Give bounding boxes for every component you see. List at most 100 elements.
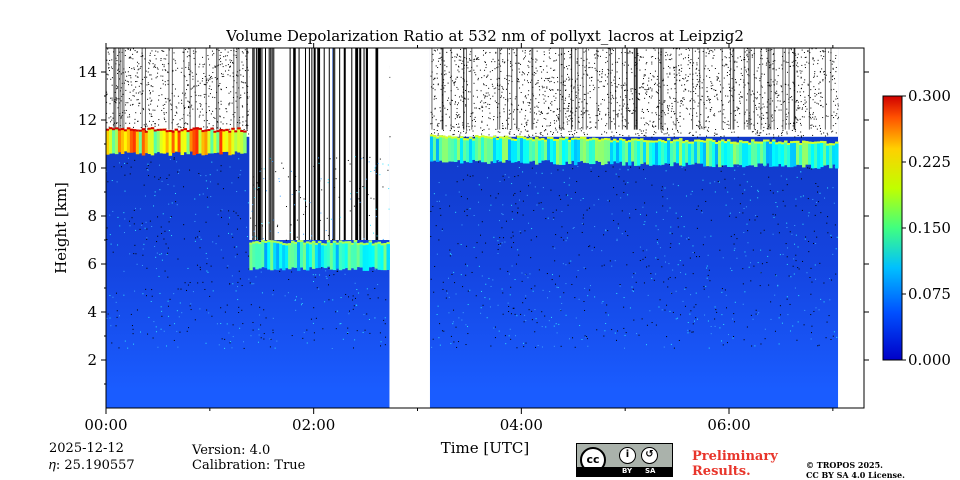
noise-dot xyxy=(560,64,562,66)
noise-dot xyxy=(454,103,456,105)
speckle-dot xyxy=(794,225,796,227)
noise-dot xyxy=(747,123,749,125)
obscured-streak xyxy=(289,48,291,240)
noise-dot xyxy=(755,133,757,135)
speckle-dot xyxy=(493,236,495,238)
speckle-dot xyxy=(503,237,505,239)
speckle-dot xyxy=(161,253,163,255)
noise-dot xyxy=(551,76,553,78)
speckle-dot xyxy=(490,345,492,347)
speckle-dot xyxy=(107,181,109,183)
noise-dot xyxy=(558,119,560,121)
speckle-dot xyxy=(453,341,455,343)
noise-dot xyxy=(709,110,711,112)
noise-dot xyxy=(806,61,808,63)
noise-dot xyxy=(761,86,763,88)
speckle-dot xyxy=(220,323,222,325)
noise-dot xyxy=(508,132,510,134)
noise-dot xyxy=(225,87,227,89)
noise-dot xyxy=(172,69,174,71)
noise-dot xyxy=(553,77,555,79)
noise-dot xyxy=(687,48,689,50)
noise-dot xyxy=(698,102,700,104)
noise-dot xyxy=(470,51,472,53)
speckle-dot xyxy=(153,205,155,207)
speckle-dot xyxy=(675,212,677,214)
noise-dot xyxy=(492,58,494,60)
speckle-dot xyxy=(222,257,224,259)
noise-dot xyxy=(746,61,748,63)
noise-dot xyxy=(785,113,787,115)
noise-dot xyxy=(561,136,563,138)
speckle-dot xyxy=(561,226,563,228)
noise-dot xyxy=(475,55,477,57)
noise-dot xyxy=(755,107,757,109)
noise-dot xyxy=(777,75,779,77)
speckle-dot xyxy=(155,256,157,258)
speckle-dot xyxy=(256,237,258,239)
noise-dot xyxy=(656,114,658,116)
speckle-dot xyxy=(250,304,252,306)
speckle-dot xyxy=(250,335,252,337)
noise-dot xyxy=(754,77,756,79)
noise-dot xyxy=(668,134,670,136)
speckle-dot xyxy=(689,330,691,332)
noise-dot xyxy=(467,98,469,100)
noise-dot xyxy=(800,131,802,133)
noise-dot xyxy=(553,120,555,122)
noise-dot xyxy=(770,115,772,117)
speckle-dot xyxy=(217,183,219,185)
noise-dot xyxy=(656,91,658,93)
speckle-dot xyxy=(232,236,234,238)
noise-dot xyxy=(542,69,544,71)
noise-dot xyxy=(190,96,192,98)
noise-dot xyxy=(235,56,237,58)
noise-dot xyxy=(761,123,763,125)
noise-dot xyxy=(476,96,478,98)
noise-dot xyxy=(701,127,703,129)
noise-dot xyxy=(536,121,538,123)
speckle-dot xyxy=(161,232,163,234)
speckle-dot xyxy=(678,339,680,341)
speckle-dot xyxy=(779,314,781,316)
speckle-dot xyxy=(200,175,202,177)
noise-dot xyxy=(698,51,700,53)
speckle-dot xyxy=(691,331,693,333)
noise-dot xyxy=(472,120,474,122)
noise-dot xyxy=(822,80,824,82)
noise-dot xyxy=(175,111,177,113)
noise-dot xyxy=(188,102,190,104)
noise-dot xyxy=(535,72,537,74)
noise-dot xyxy=(167,98,169,100)
noise-dot xyxy=(679,48,681,50)
noise-dot xyxy=(684,57,686,59)
noise-dot xyxy=(716,133,718,135)
speckle-dot xyxy=(175,201,177,203)
noise-dot xyxy=(797,66,799,68)
speckle-dot xyxy=(162,213,164,215)
speckle-dot xyxy=(335,328,337,330)
noise-dot xyxy=(612,110,614,112)
noise-dot xyxy=(456,115,458,117)
speckle-dot xyxy=(561,302,563,304)
noise-dot xyxy=(776,81,778,83)
speckle-dot xyxy=(670,343,672,345)
speckle-dot xyxy=(237,177,239,179)
noise-dot xyxy=(158,95,160,97)
noise-dot xyxy=(800,76,802,78)
noise-dot xyxy=(137,69,139,71)
speckle-dot xyxy=(455,293,457,295)
speckle-dot xyxy=(684,305,686,307)
speckle-dot xyxy=(831,279,833,281)
noise-streak xyxy=(506,48,508,130)
speckle-dot xyxy=(517,249,519,251)
noise-dot xyxy=(569,115,571,117)
noise-dot xyxy=(498,77,500,79)
noise-dot xyxy=(526,130,528,132)
noise-dot xyxy=(149,52,151,54)
noise-streak xyxy=(692,48,694,130)
noise-dot xyxy=(229,102,231,104)
noise-dot xyxy=(528,60,530,62)
speckle-dot xyxy=(641,318,643,320)
speckle-dot xyxy=(212,241,214,243)
